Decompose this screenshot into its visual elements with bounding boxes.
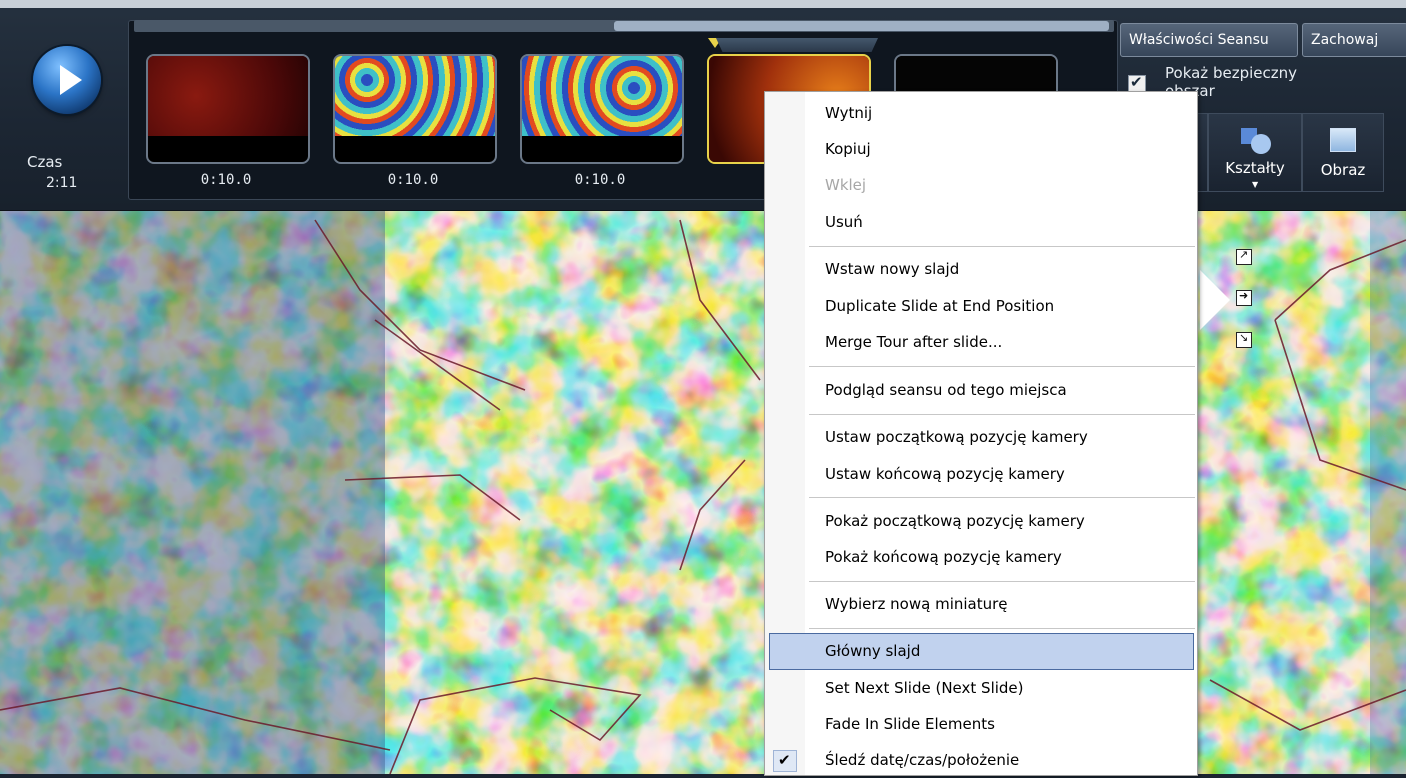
selection-marker-icon [708, 38, 722, 48]
slide-duration: 0:10.0 [387, 172, 439, 188]
menu-item-copy[interactable]: Kopiuj [825, 140, 871, 158]
menu-item-cut[interactable]: Wytnij [825, 104, 873, 122]
checkmark-icon: ✔ [773, 750, 797, 772]
menu-item-show-start-camera[interactable]: Pokaż początkową pozycję kamery [825, 512, 1085, 530]
slide-strip-scrollbar[interactable] [134, 20, 1114, 32]
menu-item-follow-date-time-location[interactable]: ✔ Śledź datę/czas/położenie [765, 743, 1197, 778]
menu-item-set-next-slide[interactable]: Set Next Slide (Next Slide) [825, 679, 1024, 697]
thumb-image [148, 56, 308, 136]
menu-item-paste: Wklej [825, 176, 867, 194]
shapes-icon [1241, 128, 1271, 154]
image-label: Obraz [1320, 161, 1366, 179]
menu-separator [809, 581, 1195, 582]
play-button[interactable] [33, 46, 101, 114]
menu-item-master-slide[interactable]: Główny slajd [769, 633, 1194, 670]
menu-item-insert-new-slide[interactable]: Wstaw nowy slajd [825, 260, 960, 278]
thumb-image [335, 56, 495, 136]
play-icon [60, 65, 82, 95]
arrow-down-right-icon[interactable]: ↘ [1236, 331, 1252, 348]
menu-separator [809, 628, 1195, 629]
menu-item-fade-in-elements[interactable]: Fade In Slide Elements [825, 715, 995, 733]
slide-thumbnail-2[interactable] [333, 54, 497, 164]
menu-item-set-end-camera[interactable]: Ustaw końcową pozycję kamery [825, 465, 1065, 483]
checkmark-icon: ✔ [1130, 73, 1143, 91]
selection-range-bar [716, 38, 878, 52]
arrow-up-right-icon[interactable]: ↗ [1236, 248, 1252, 265]
arrow-right-icon[interactable]: ➜ [1236, 289, 1252, 306]
tour-properties-button[interactable]: Właściwości Seansu [1120, 23, 1298, 57]
menu-item-preview-from-here[interactable]: Podgląd seansu od tego miejsca [825, 381, 1067, 399]
scrollbar-thumb[interactable] [614, 21, 1109, 31]
menu-item-duplicate-slide[interactable]: Duplicate Slide at End Position [825, 297, 1055, 315]
image-button[interactable]: Obraz [1302, 113, 1384, 192]
menu-item-merge-tour[interactable]: Merge Tour after slide... [825, 333, 1003, 351]
time-label: Czas [27, 153, 63, 171]
next-arrow-icon[interactable] [1200, 270, 1230, 330]
menu-separator [809, 414, 1195, 415]
image-icon [1330, 128, 1356, 152]
slide-duration: 0:10.0 [574, 172, 626, 188]
save-button[interactable]: Zachowaj [1302, 23, 1406, 57]
menu-separator [809, 497, 1195, 498]
menu-separator [809, 246, 1195, 247]
menu-item-delete[interactable]: Usuń [825, 213, 863, 231]
menu-separator [809, 366, 1195, 367]
slide-context-menu: Wytnij Kopiuj Wklej Usuń Wstaw nowy slaj… [764, 91, 1198, 776]
slide-thumbnail-3[interactable] [520, 54, 684, 164]
slide-duration: 0:10.0 [200, 172, 252, 188]
menu-item-set-start-camera[interactable]: Ustaw początkową pozycję kamery [825, 428, 1088, 446]
slide-thumbnail-1[interactable] [146, 54, 310, 164]
menu-item-choose-thumbnail[interactable]: Wybierz nową miniaturę [825, 595, 1008, 613]
top-window-strip [0, 0, 1406, 8]
time-value: 2:11 [46, 175, 78, 191]
dropdown-arrow-icon: ▼ [1252, 180, 1259, 189]
shapes-label: Kształty [1225, 159, 1285, 177]
thumb-image [522, 56, 682, 136]
menu-item-show-end-camera[interactable]: Pokaż końcową pozycję kamery [825, 548, 1062, 566]
shapes-button[interactable]: Kształty ▼ [1208, 113, 1302, 192]
